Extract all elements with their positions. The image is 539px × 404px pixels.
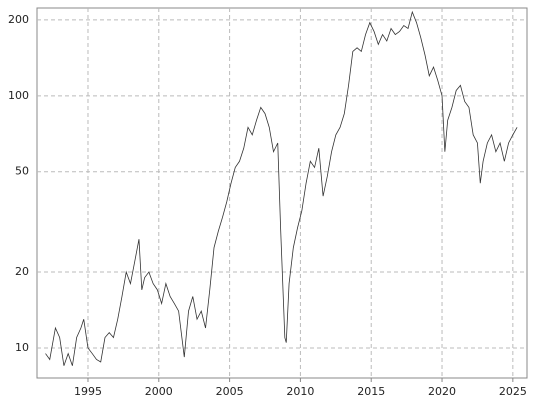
x-tick-label: 2020 bbox=[428, 385, 456, 398]
price-line bbox=[45, 10, 518, 366]
x-tick-label: 2010 bbox=[286, 385, 314, 398]
x-tick-label: 2015 bbox=[357, 385, 385, 398]
y-tick-label: 200 bbox=[8, 13, 29, 26]
x-tick-label: 2000 bbox=[145, 385, 173, 398]
y-tick-label: 50 bbox=[15, 165, 29, 178]
x-tick-label: 1995 bbox=[74, 385, 102, 398]
x-tick-label: 2025 bbox=[499, 385, 527, 398]
plot-frame bbox=[36, 7, 528, 379]
y-tick-label: 10 bbox=[15, 341, 29, 354]
y-tick-label: 100 bbox=[8, 89, 29, 102]
x-tick-label: 2005 bbox=[216, 385, 244, 398]
y-tick-label: 20 bbox=[15, 265, 29, 278]
